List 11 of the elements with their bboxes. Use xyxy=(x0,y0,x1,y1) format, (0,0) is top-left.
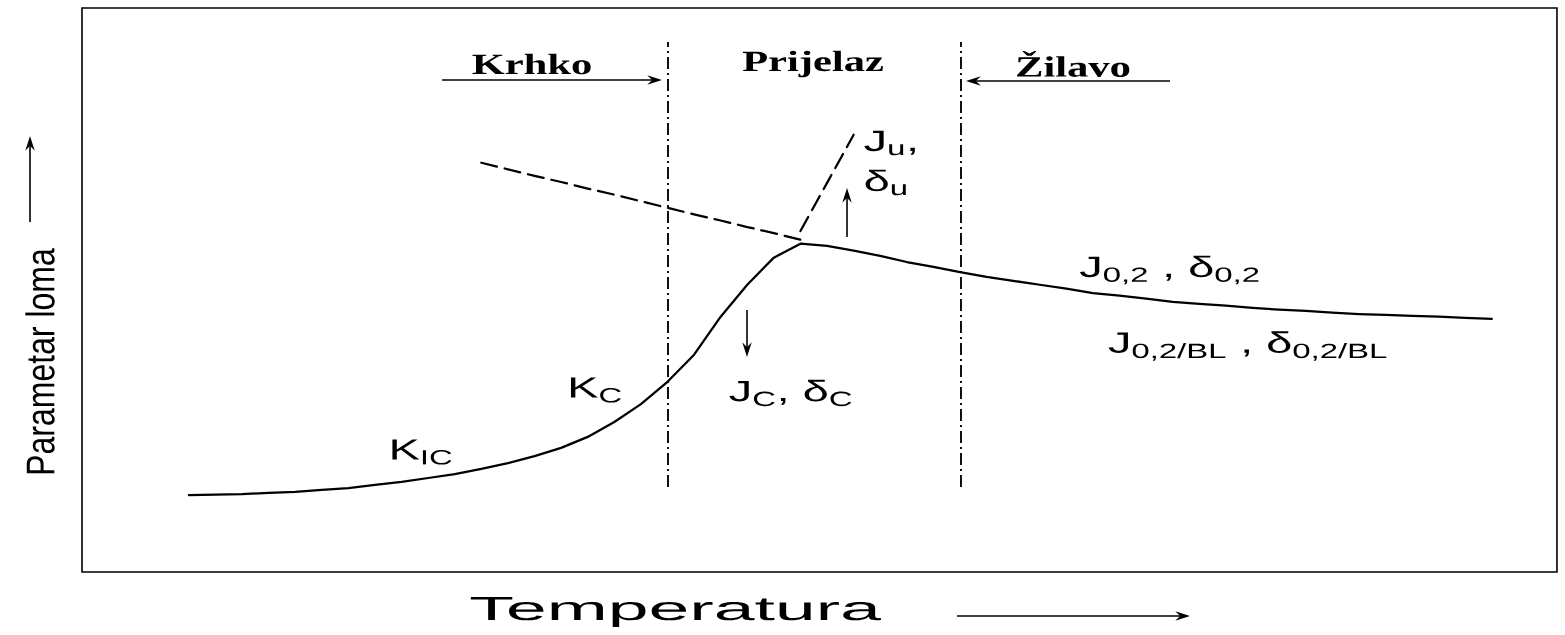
text: Žilavo xyxy=(1017,51,1130,77)
annotation: K$_{IC}$ xyxy=(392,439,452,465)
annotation: K$_{C}$ xyxy=(570,377,621,403)
annotation: J$_{u}$, δ$_{u}$ xyxy=(864,130,915,196)
x-axis-title: Temperatura xyxy=(470,597,881,627)
text: Prijelaz xyxy=(742,50,883,78)
y-axis-title: Parametar loma xyxy=(25,248,55,474)
text: Krhko xyxy=(472,53,591,75)
annotation: J$_{0,2}$ , δ$_{0,2}$ xyxy=(1080,255,1259,285)
annotation: J$_{C}$, δ$_{C}$ xyxy=(729,379,852,407)
annotation: J$_{0,2/BL}$ , δ$_{0,2/BL}$ xyxy=(1108,331,1387,361)
